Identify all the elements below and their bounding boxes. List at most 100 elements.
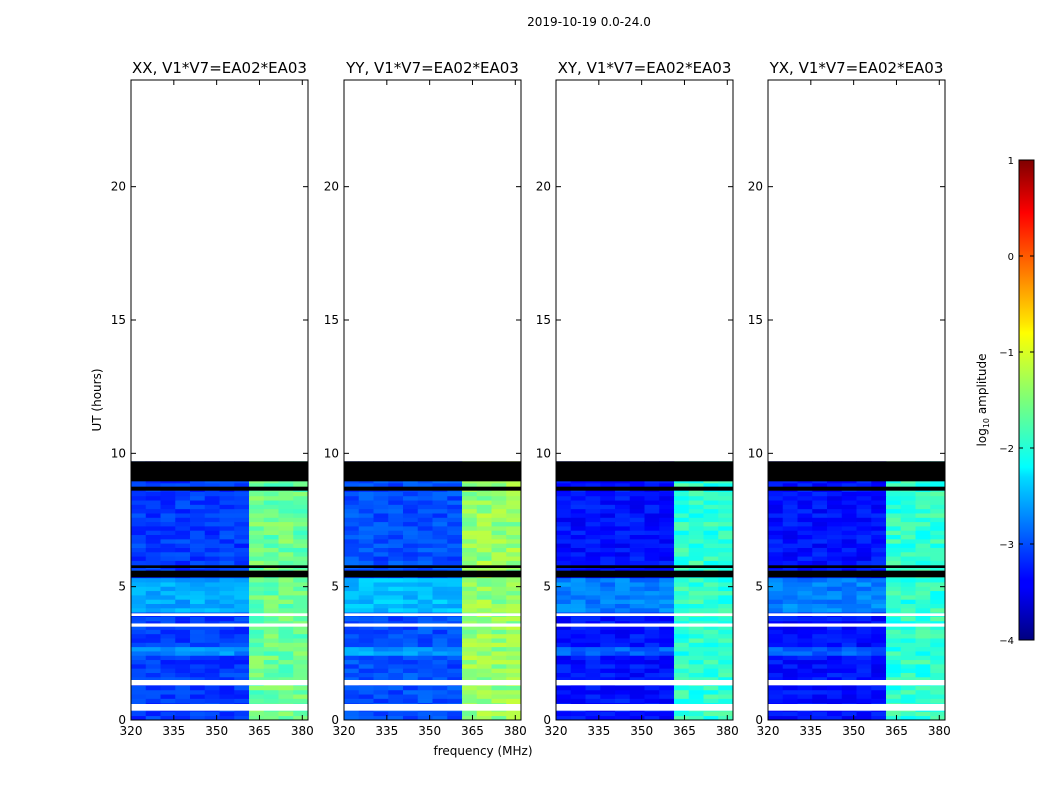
heatmap-cells [131,461,309,721]
heatmap-cell [344,711,360,717]
heatmap-cell [278,508,294,514]
heatmap-cell [175,694,191,699]
heatmap-cell [160,482,176,488]
colorbar-tick-label: 0 [1008,252,1014,263]
heatmap-cell [293,625,309,630]
heatmap-cell [145,694,161,699]
heatmap-cell [476,508,492,514]
heatmap-cell [190,668,206,673]
heatmap-cell [585,491,601,497]
x-tick-label: 350 [842,724,865,738]
heatmap-cell [403,672,419,678]
heatmap-cell [688,547,704,553]
heatmap-cell [506,495,522,501]
heatmap-cell [249,616,265,622]
heatmap-cell [615,500,631,505]
heatmap-cell [344,594,360,600]
heatmap-cell [131,534,147,540]
heatmap-cell [797,586,813,592]
heatmap-cell [718,655,734,661]
heatmap-cell [782,668,798,673]
heatmap-cell [476,616,492,622]
heatmap-cell [476,491,492,497]
heatmap-cell [388,663,404,669]
heatmap-cell [462,655,478,661]
heatmap-cell [131,560,147,566]
heatmap-cell [234,603,250,609]
heatmap-cell [659,495,675,501]
heatmap-cell [812,582,828,587]
heatmap-cell [432,582,448,587]
heatmap-cell [219,491,235,497]
heatmap-cell [915,651,931,656]
heatmap-cell [797,655,813,661]
heatmap-cell [718,672,734,678]
heatmap-cell [190,599,206,604]
heatmap-cell [447,504,463,510]
heatmap-cell [915,625,931,630]
heatmap-cell [659,642,675,648]
flagged-row-black [768,565,945,568]
y-tick-label: 5 [755,580,763,594]
heatmap-cell [160,526,176,531]
heatmap-cell [674,672,690,678]
y-tick-label: 0 [331,713,339,727]
heatmap-cell [674,663,690,669]
heatmap-cell [629,663,645,669]
heatmap-cell [600,620,616,626]
heatmap-cell [615,508,631,514]
heatmap-cell [886,642,902,648]
heatmap-cell [506,500,522,505]
heatmap-cell [388,625,404,630]
heatmap-cell [768,590,784,596]
heatmap-cell [403,534,419,540]
heatmap-cell [403,582,419,587]
heatmap-cell [175,504,191,510]
heatmap-cell [249,599,265,604]
heatmap-cell [797,629,813,635]
heatmap-cell [131,672,147,678]
heatmap-cell [432,603,448,609]
heatmap-cell [915,582,931,587]
heatmap-cell [856,711,872,717]
heatmap-cell [388,711,404,717]
heatmap-cell [131,500,147,505]
heatmap-cell [462,633,478,639]
heatmap-cell [417,629,433,635]
heatmap-cell [644,629,660,635]
heatmap-cell [841,517,857,523]
heatmap-cell [585,530,601,536]
heatmap-cell [145,607,161,613]
heatmap-cell [278,629,294,635]
heatmap-cell [432,543,448,548]
heatmap-cell [915,508,931,514]
heatmap-cell [827,517,843,523]
heatmap-cell [585,646,601,652]
heatmap-cell [447,577,463,583]
heatmap-cell [175,711,191,717]
heatmap-cell [403,663,419,669]
heatmap-cell [373,543,389,548]
heatmap-cell [856,586,872,592]
heatmap-cell [278,672,294,678]
heatmap-cell [175,638,191,643]
heatmap-cell [659,629,675,635]
heatmap-cell [703,504,719,510]
heatmap-cell [293,629,309,635]
heatmap-cell [388,685,404,691]
heatmap-cell [556,646,572,652]
heatmap-cell [403,698,419,704]
heatmap-cell [219,672,235,678]
heatmap-cell [886,590,902,596]
heatmap-cell [476,633,492,639]
heatmap-cell [403,603,419,609]
heatmap-cell [797,620,813,626]
heatmap-cell [930,495,946,501]
heatmap-cell [417,599,433,604]
heatmap-cell [570,577,586,583]
heatmap-cell [841,698,857,704]
heatmap-cell [249,491,265,497]
heatmap-cell [491,715,507,721]
heatmap-cell [629,534,645,540]
heatmap-cell [190,603,206,609]
